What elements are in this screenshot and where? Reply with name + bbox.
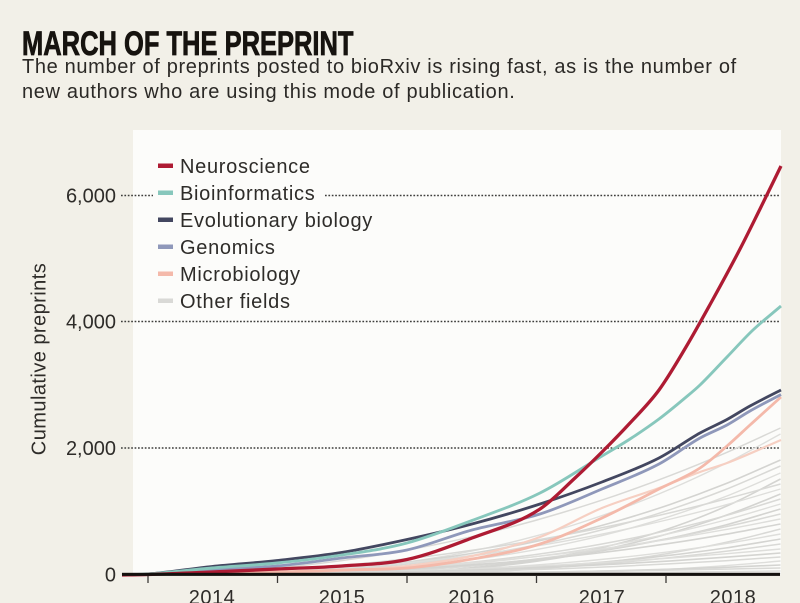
svg-text:2014: 2014 — [189, 587, 236, 603]
svg-text:6,000: 6,000 — [66, 186, 116, 208]
svg-text:4,000: 4,000 — [66, 312, 116, 334]
svg-text:Neuroscience: Neuroscience — [180, 156, 311, 178]
svg-text:2018: 2018 — [710, 587, 757, 603]
svg-text:2017: 2017 — [579, 587, 626, 603]
svg-text:2,000: 2,000 — [66, 438, 116, 460]
svg-text:Evolutionary biology: Evolutionary biology — [180, 210, 373, 232]
svg-text:Genomics: Genomics — [180, 237, 276, 259]
svg-text:2016: 2016 — [448, 587, 495, 603]
svg-text:Bioinformatics: Bioinformatics — [180, 183, 315, 205]
svg-text:Microbiology: Microbiology — [180, 264, 301, 286]
svg-text:Other fields: Other fields — [180, 291, 291, 313]
svg-text:2015: 2015 — [319, 587, 366, 603]
svg-text:0: 0 — [105, 565, 116, 587]
svg-text:Cumulative preprints: Cumulative preprints — [29, 263, 51, 455]
